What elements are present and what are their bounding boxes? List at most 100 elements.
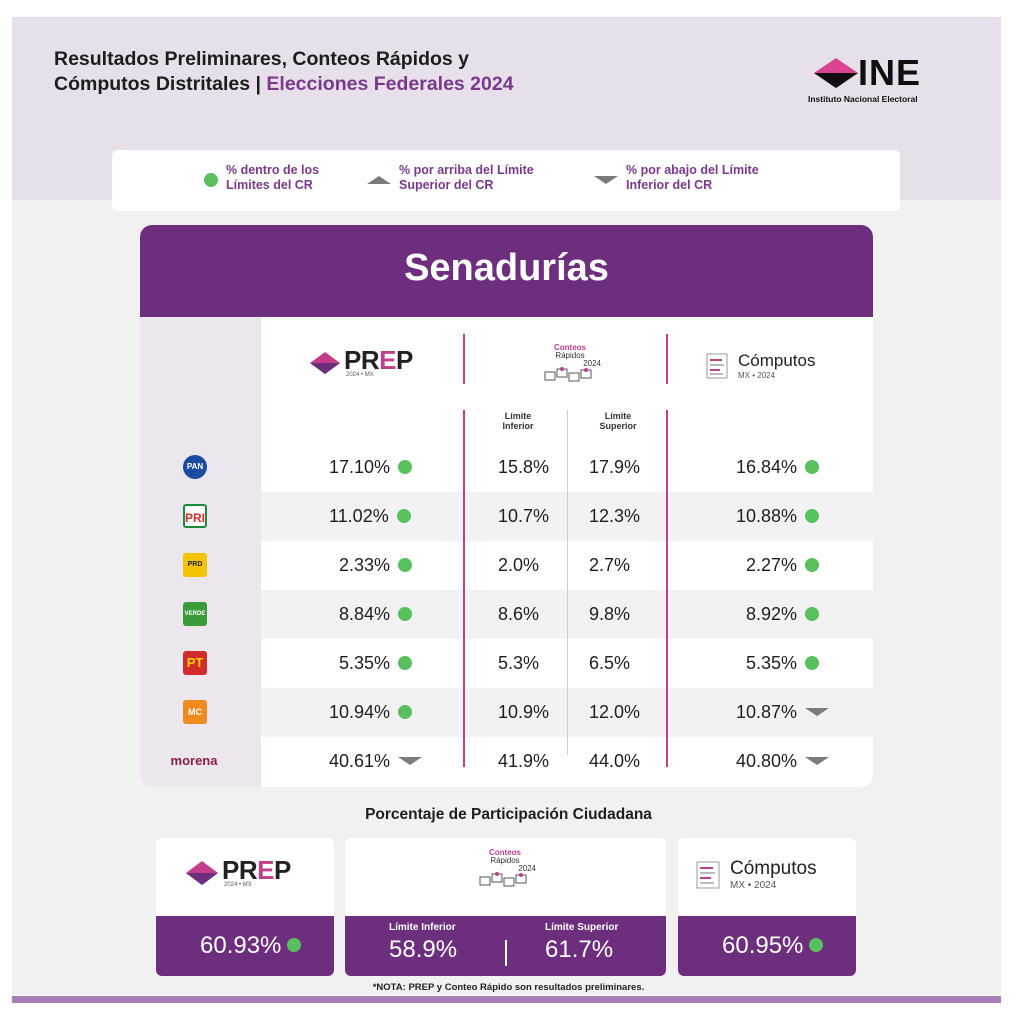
card-title: Senadurías: [404, 247, 609, 289]
prep-diamond-icon: [310, 352, 340, 374]
participacion-title: Porcentaje de Participación Ciudadana: [365, 806, 652, 823]
participacion-ls-label: Límite Superior: [545, 922, 619, 933]
green-dot-icon: [805, 606, 820, 621]
computos-value: 10.87%: [736, 702, 830, 723]
green-dot-icon: [809, 937, 824, 952]
participacion-computos-box: Cómputos MX • 2024 60.95%: [678, 838, 856, 976]
prep-value: 17.10%: [329, 457, 413, 478]
limite-inferior-value: 5.3%: [498, 653, 540, 673]
limite-superior-header: Límite Superior: [599, 411, 637, 431]
divider: [666, 334, 668, 384]
conteos-rapidos-logo: Conteos Rápidos 2024: [525, 343, 615, 389]
participacion-cr-box: Conteos Rápidos 2024 Límite Inferior 58.…: [345, 838, 666, 976]
party-logo-pan: PAN: [183, 455, 207, 479]
legend-item-within: % dentro de los Límites del CR: [204, 163, 319, 193]
limite-inferior-header: Límite Inferior: [502, 411, 534, 431]
party-logo-morena: morena: [170, 753, 218, 768]
computos-value: 2.27%: [746, 555, 820, 576]
computos-value: 8.92%: [746, 604, 820, 625]
party-logo-movimiento-ciudadano: MC: [183, 700, 207, 724]
ine-logo-subtitle: Instituto Nacional Electoral: [808, 94, 918, 104]
green-dot-icon: [805, 508, 820, 523]
prep-value: 2.33%: [339, 555, 413, 576]
limite-superior-value: 17.9%: [589, 457, 641, 477]
senadurias-card: Senadurías PREP 2024 • MX Conteos Rápido…: [140, 225, 873, 787]
prep-diamond-icon: [186, 861, 218, 885]
green-dot-icon: [398, 459, 413, 474]
green-dot-icon: [398, 606, 413, 621]
computos-logo: Cómputos MX • 2024: [696, 858, 817, 891]
limite-inferior-value: 8.6%: [498, 604, 540, 624]
prep-value: 8.84%: [339, 604, 413, 625]
document-chart-icon: [696, 861, 720, 888]
legend-item-above: % por arriba del Límite Superior del CR: [367, 163, 534, 193]
table-row: 2.33% 2.0% 2.7% 2.27%: [261, 541, 873, 590]
computos-value: 16.84%: [736, 457, 820, 478]
divider: [666, 410, 668, 767]
computos-value: 5.35%: [746, 653, 820, 674]
limite-inferior-value: 15.8%: [498, 457, 550, 477]
page-title: Resultados Preliminares, Conteos Rápidos…: [54, 47, 674, 97]
triangle-down-icon: [805, 708, 830, 717]
triangle-up-icon: [367, 176, 391, 184]
triangle-down-icon: [805, 757, 830, 766]
triangle-down-icon: [398, 757, 423, 766]
participacion-li-value: 58.9%: [389, 936, 458, 963]
green-dot-icon: [805, 557, 820, 572]
computos-value: 40.80%: [736, 751, 830, 772]
prep-value: 10.94%: [329, 702, 413, 723]
green-dot-icon: [805, 655, 820, 670]
conteos-rapidos-logo: Conteos Rápidos 2024: [460, 848, 550, 894]
prep-value: 40.61%: [329, 751, 423, 772]
document-chart-icon: [706, 353, 728, 378]
ine-diamond-icon: [814, 58, 858, 88]
limite-superior-value: 2.7%: [589, 555, 631, 575]
limite-superior-value: 44.0%: [589, 751, 641, 771]
computos-logo: Cómputos MX • 2024: [706, 351, 815, 380]
participacion-li-label: Límite Inferior: [389, 922, 456, 933]
legend-item-below: % por abajo del Límite Inferior del CR: [594, 163, 759, 193]
party-logo-pri: PRI: [183, 504, 207, 528]
ballot-boxes-icon: [544, 367, 592, 382]
legend: % dentro de los Límites del CR % por arri…: [112, 150, 900, 211]
ine-logo: INE Instituto Nacional Electoral: [808, 52, 960, 104]
card-header: Senadurías: [140, 225, 873, 317]
footnote: *NOTA: PREP y Conteo Rápido son resultad…: [372, 982, 645, 993]
limite-inferior-value: 10.9%: [498, 702, 550, 722]
table-row: 40.61% 41.9% 44.0% 40.80%: [261, 737, 873, 786]
prep-logo: PREP 2024 • MX: [186, 857, 291, 888]
limite-superior-value: 12.3%: [589, 506, 641, 526]
green-dot-icon: [805, 459, 820, 474]
title-line-1: Resultados Preliminares, Conteos Rápidos…: [54, 48, 470, 70]
limite-superior-value: 9.8%: [589, 604, 631, 624]
green-dot-icon: [398, 557, 413, 572]
footer-bar: [12, 996, 1001, 1003]
limite-superior-value: 12.0%: [589, 702, 641, 722]
prep-logo: PREP 2024 • MX: [310, 347, 413, 378]
divider: [505, 940, 507, 966]
limite-inferior-value: 41.9%: [498, 751, 550, 771]
title-line-2: Cómputos Distritales | Elecciones Federa…: [54, 73, 514, 95]
green-dot-icon: [398, 704, 413, 719]
triangle-down-icon: [594, 176, 618, 184]
party-logo-verde: VERDE: [183, 602, 207, 626]
party-logo-prd: PRD: [183, 553, 207, 577]
green-dot-icon: [287, 937, 302, 952]
green-dot-icon: [396, 508, 411, 523]
table-row: 17.10% 15.8% 17.9% 16.84%: [261, 443, 873, 492]
prep-value: 5.35%: [339, 653, 413, 674]
divider: [567, 410, 568, 755]
participacion-prep-value: 60.93%: [200, 932, 302, 960]
divider: [463, 410, 465, 767]
participacion-ls-value: 61.7%: [545, 936, 614, 963]
green-dot-icon: [204, 173, 218, 187]
limite-inferior-value: 10.7%: [498, 506, 550, 526]
limite-inferior-value: 2.0%: [498, 555, 540, 575]
prep-value: 11.02%: [329, 506, 411, 527]
ine-logo-word: INE: [858, 52, 922, 93]
divider: [463, 334, 465, 384]
participacion-prep-box: PREP 2024 • MX 60.93%: [156, 838, 334, 976]
table-row: 5.35% 5.3% 6.5% 5.35%: [261, 639, 873, 688]
limite-superior-value: 6.5%: [589, 653, 631, 673]
party-logo-pt: PT: [183, 651, 207, 675]
